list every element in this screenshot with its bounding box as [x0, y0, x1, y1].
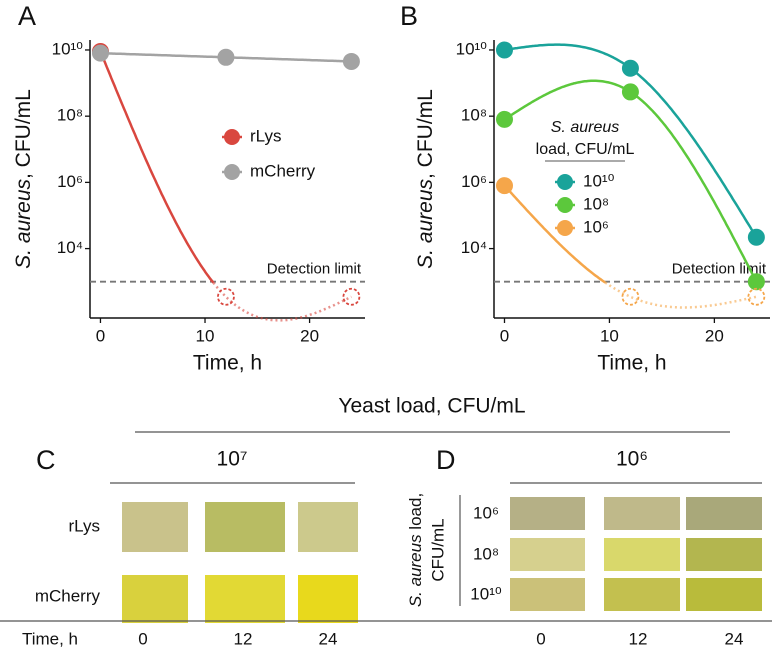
time-tick: 0 — [536, 629, 545, 648]
data-point — [621, 59, 639, 77]
photo — [298, 502, 358, 552]
legend-marker — [224, 129, 240, 145]
chart: 10⁴ 10⁶ 10⁸ 10¹⁰ 0 10 20 Time, h S. aureus, CFU/… — [12, 39, 365, 375]
data-point — [495, 41, 513, 59]
time-tick: 12 — [629, 629, 648, 648]
fit-curve-below-limit — [212, 281, 352, 322]
detection-limit-label: Detection limit — [672, 261, 767, 278]
legend-marker — [557, 174, 573, 190]
data-point — [217, 48, 235, 66]
y-tick-label: 10⁴ — [461, 238, 487, 257]
time-tick: 24 — [725, 629, 744, 648]
y-axis-label-rest: , CFU/mL — [12, 89, 35, 179]
legend-marker — [557, 197, 573, 213]
load-label: 10⁶ — [616, 448, 648, 471]
photo — [510, 497, 585, 530]
photo — [122, 502, 188, 552]
x-axis-label: Time, h — [193, 352, 262, 375]
legend-title: S. aureus — [551, 119, 619, 136]
y-tick-label: 10⁶ — [57, 172, 83, 191]
row-label: 10⁶ — [473, 503, 499, 522]
photo — [604, 497, 680, 530]
detection-limit-label: Detection limit — [267, 261, 362, 278]
panel-letter: A — [18, 1, 36, 31]
fit-curve — [99, 51, 215, 284]
fit-curve — [503, 184, 606, 284]
photo — [122, 575, 188, 623]
photo — [604, 538, 680, 571]
row-title-rest: load, — [406, 493, 425, 535]
y-tick-label: 10⁴ — [57, 238, 83, 257]
data-point — [91, 44, 109, 62]
photo — [510, 578, 585, 611]
time-tick: 24 — [319, 629, 338, 648]
photo — [510, 538, 585, 571]
photo — [205, 575, 285, 623]
photo — [686, 497, 762, 530]
photo — [604, 578, 680, 611]
data-point — [621, 83, 639, 101]
x-tick-label: 0 — [500, 326, 509, 345]
data-point — [217, 287, 235, 306]
panel-letter: B — [400, 1, 418, 31]
photo-grid — [122, 502, 358, 623]
x-tick-label: 20 — [705, 326, 724, 345]
photo — [298, 575, 358, 623]
panel-letter: D — [436, 445, 456, 475]
photo — [686, 578, 762, 611]
x-axis-label: Time, h — [597, 352, 666, 375]
legend-label: 10⁶ — [583, 217, 609, 236]
row-label: mCherry — [35, 586, 101, 605]
load-label: 10⁷ — [217, 448, 248, 471]
time-tick: 12 — [234, 629, 253, 648]
row-title-italic: S. aureus — [406, 534, 425, 607]
row-label: rLys — [69, 516, 101, 535]
legend-label: mCherry — [250, 161, 316, 180]
data-point — [747, 287, 766, 306]
data-point — [495, 177, 513, 195]
y-axis-label: S. aureus, CFU/mL — [414, 89, 437, 269]
x-tick-label: 0 — [96, 326, 105, 345]
legend-title: load, CFU/mL — [536, 141, 635, 158]
y-tick-label: 10¹⁰ — [456, 39, 488, 58]
legend-label: 10⁸ — [583, 194, 609, 213]
x-tick-label: 10 — [196, 326, 215, 345]
data-point — [747, 273, 765, 291]
time-tick: 0 — [138, 629, 147, 648]
y-axis-label-italic: S. aureus — [414, 178, 437, 268]
photo — [205, 502, 285, 552]
panel-letter: C — [36, 445, 56, 475]
y-tick-label: 10¹⁰ — [52, 39, 84, 58]
legend-marker — [224, 164, 240, 180]
y-axis-label: S. aureus, CFU/mL — [12, 89, 35, 269]
data-point — [747, 228, 765, 246]
row-title: S. aureus load, — [406, 493, 425, 607]
data-point — [342, 52, 360, 70]
fit-curve-below-limit — [604, 281, 757, 309]
legend-label: 10¹⁰ — [583, 171, 615, 190]
data-point — [495, 110, 513, 128]
photo — [686, 538, 762, 571]
x-tick-label: 20 — [300, 326, 319, 345]
y-tick-label: 10⁸ — [57, 106, 83, 125]
y-axis-label-rest: , CFU/mL — [414, 89, 437, 179]
x-tick-label: 10 — [600, 326, 619, 345]
data-point — [342, 287, 361, 306]
photo-title: Yeast load, CFU/mL — [338, 395, 525, 418]
row-title-2: CFU/mL — [428, 518, 447, 581]
data-point — [621, 287, 640, 306]
fit-curve — [503, 79, 758, 283]
y-tick-label: 10⁶ — [461, 172, 487, 191]
y-tick-label: 10⁸ — [461, 106, 487, 125]
legend-label: rLys — [250, 126, 282, 145]
legend-marker — [557, 220, 573, 236]
y-axis-label-italic: S. aureus — [12, 178, 35, 268]
row-label: 10⁸ — [473, 544, 499, 563]
time-label: Time, h — [22, 629, 78, 648]
photo-grid — [510, 497, 762, 611]
row-label: 10¹⁰ — [470, 584, 502, 603]
